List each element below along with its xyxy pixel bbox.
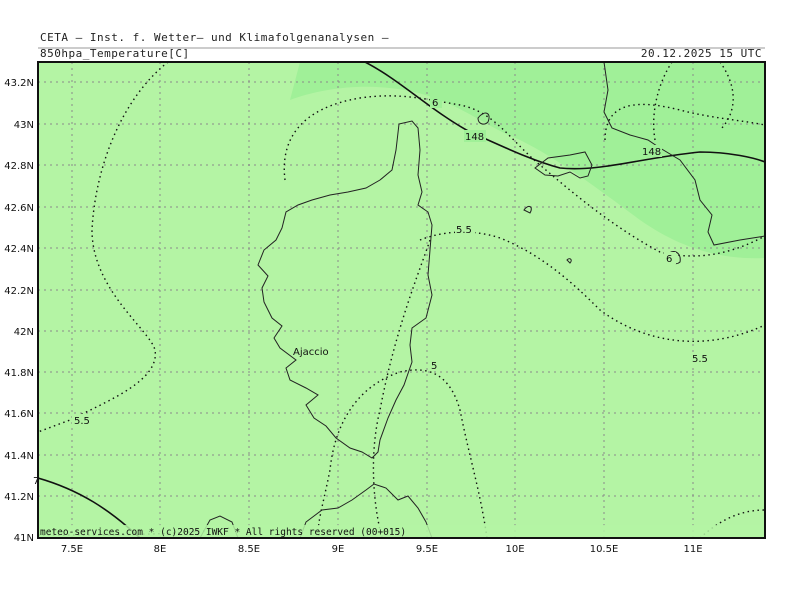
- geopotential-148-line: [364, 62, 765, 170]
- city-label-ajaccio: Ajaccio: [293, 347, 329, 358]
- contour-label-5-5-west: 5.5: [74, 416, 90, 427]
- contour-label-6-east: 6: [666, 254, 672, 265]
- coastline-capraia: [477, 112, 490, 125]
- lat-tick-label: 41.8N: [4, 368, 34, 379]
- contour-label-5-5-east: 5.5: [692, 354, 708, 365]
- credit-band: [38, 525, 765, 538]
- plot-frame: [37, 61, 766, 539]
- contour-label-5-5-center: 5.5: [456, 225, 472, 236]
- lat-tick-label: 42N: [14, 327, 34, 338]
- lat-tick-label: 43.2N: [4, 78, 34, 89]
- contour-label-148-west: 148: [465, 132, 484, 143]
- contour-label-5-center: 5: [431, 361, 437, 372]
- contour-label-6-north: 6: [432, 98, 438, 109]
- lon-tick-label: 10E: [505, 544, 524, 555]
- parameter-label: 850hpa_Temperature[C]: [40, 47, 190, 60]
- coastline-tuscany: [603, 62, 765, 246]
- lat-tick-label: 42.6N: [4, 203, 34, 214]
- map-title: CETA — Inst. f. Wetter— und Klimafolgena…: [40, 31, 390, 44]
- contour-label-7-edge: 7: [33, 476, 39, 487]
- copyright-credit: meteo-services.com * (c)2025 IWKF * All …: [40, 527, 406, 538]
- lat-tick-label: 41.2N: [4, 492, 34, 503]
- lat-tick-label: 41.4N: [4, 451, 34, 462]
- lat-tick-label: 42.4N: [4, 244, 34, 255]
- coastline-pianosa: [523, 205, 532, 214]
- contour-labels: 6 148 148 5.5 6 5.5 5 5.5 7: [33, 96, 710, 487]
- lat-tick-label: 42.8N: [4, 161, 34, 172]
- coastline-montecristo: [566, 258, 572, 264]
- lon-tick-label: 9E: [332, 544, 345, 555]
- coastline-sardinia: [299, 483, 433, 538]
- valid-time-label: 20.12.2025 15 UTC: [640, 47, 762, 60]
- lon-tick-label: 7.5E: [61, 544, 83, 555]
- coastline-elba: [534, 151, 593, 179]
- lon-tick-label: 8E: [154, 544, 167, 555]
- lat-tick-label: 41.6N: [4, 409, 34, 420]
- lat-tick-label: 42.2N: [4, 286, 34, 297]
- lon-tick-label: 10.5E: [590, 544, 619, 555]
- lon-tick-label: 8.5E: [238, 544, 260, 555]
- lat-tick-label: 41N: [14, 533, 34, 544]
- lon-tick-label: 11E: [683, 544, 702, 555]
- lat-lon-grid: [38, 62, 765, 538]
- latitude-axis: 43.2N 43N 42.8N 42.6N 42.4N 42.2N 42N 41…: [4, 78, 34, 544]
- longitude-axis: 7.5E 8E 8.5E 9E 9.5E 10E 10.5E 11E: [61, 544, 703, 555]
- coastline-corsica: [257, 120, 433, 459]
- temperature-fill-warm: [290, 62, 765, 259]
- lat-tick-label: 43N: [14, 120, 34, 131]
- lon-tick-label: 9.5E: [416, 544, 438, 555]
- contour-label-148-east: 148: [642, 147, 661, 158]
